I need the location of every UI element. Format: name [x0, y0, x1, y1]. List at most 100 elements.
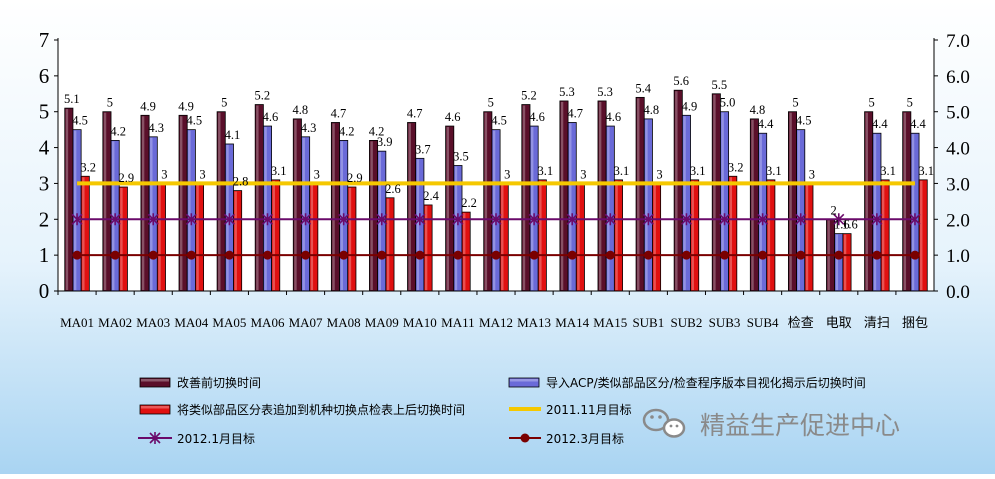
bar-highlight: [865, 112, 868, 290]
data-label-2-1: 2.9: [119, 171, 135, 185]
legend-marker-target-1: [149, 432, 161, 444]
bar-2-16: [690, 179, 700, 292]
data-label-1-2: 4.3: [148, 121, 164, 135]
bar-0-2: [140, 114, 150, 292]
bar-2-1: [118, 186, 128, 292]
target-marker-2-14: [605, 250, 615, 260]
bar-2-20: [842, 233, 852, 292]
bar-highlight: [424, 205, 428, 290]
target-marker-2-19: [796, 250, 806, 260]
data-label-0-6: 4.8: [293, 103, 309, 117]
data-label-2-10: 2.2: [461, 196, 477, 210]
data-label-2-4: 2.8: [233, 175, 249, 189]
legend-marker-target-2: [520, 433, 530, 443]
bar-highlight: [370, 141, 373, 290]
data-label-0-12: 5.2: [521, 89, 537, 103]
legend-label-series-2: 将类似部品区分表追加到机种切换点检表上后切换时间: [177, 402, 465, 417]
bar-0-5: [254, 104, 264, 292]
bar-1-17: [720, 111, 730, 292]
bar-highlight: [797, 130, 800, 290]
bar-highlight: [332, 123, 335, 290]
x-tick-label: MA03: [136, 315, 170, 330]
y-tick-label-right: 2.0: [946, 210, 970, 231]
bar-highlight: [234, 191, 237, 290]
bar-highlight: [751, 119, 754, 290]
target-marker-1-18: [757, 213, 769, 226]
bar-highlight: [256, 105, 259, 291]
bar-highlight: [348, 188, 352, 290]
bar-highlight: [539, 180, 542, 290]
data-label-2-22: 3.1: [918, 164, 934, 178]
target-marker-1-15: [642, 213, 654, 226]
data-label-0-22: 5: [907, 96, 913, 110]
data-label-1-18: 4.4: [758, 117, 774, 131]
data-label-1-21: 4.4: [872, 117, 888, 131]
target-marker-2-13: [567, 250, 577, 260]
x-tick-label: MA05: [212, 315, 246, 330]
bar-1-11: [491, 129, 501, 292]
x-tick-label: MA10: [403, 315, 437, 330]
bar-0-0: [64, 107, 74, 292]
data-label-1-15: 4.8: [644, 103, 660, 117]
bar-highlight: [729, 177, 733, 290]
x-tick-label: MA15: [593, 315, 627, 330]
bar-highlight: [112, 141, 115, 290]
target-marker-2-7: [339, 250, 349, 260]
x-tick-label: MA07: [289, 315, 323, 330]
data-label-2-15: 3: [656, 167, 662, 181]
data-label-1-8: 3.9: [377, 135, 393, 149]
bar-highlight: [180, 116, 183, 290]
bar-1-14: [605, 125, 615, 292]
bar-highlight: [675, 91, 678, 290]
bar-highlight: [683, 116, 686, 290]
target-marker-1-8: [376, 213, 388, 226]
bar-1-5: [262, 125, 272, 292]
target-marker-2-1: [110, 250, 120, 260]
bar-2-19: [804, 183, 814, 292]
data-label-0-0: 5.1: [64, 92, 80, 106]
x-tick-label: SUB4: [747, 315, 779, 330]
legend-swatch-0: [139, 377, 171, 388]
bar-highlight: [454, 166, 458, 290]
data-label-1-12: 4.6: [529, 110, 545, 124]
target-marker-2-0: [72, 250, 82, 260]
data-label-0-5: 5.2: [254, 89, 270, 103]
legend-label-target-0: 2011.11月目标: [546, 403, 632, 417]
data-label-1-11: 4.5: [491, 114, 507, 128]
x-tick-label: MA12: [479, 315, 513, 330]
bar-2-7: [347, 186, 357, 292]
target-marker-2-3: [186, 250, 196, 260]
data-label-2-12: 3.1: [537, 164, 553, 178]
data-label-0-7: 4.7: [331, 106, 347, 120]
data-label-0-17: 5.5: [712, 78, 728, 92]
data-label-1-7: 4.2: [339, 124, 355, 138]
bar-0-12: [521, 104, 531, 292]
legend-swatch-2: [139, 404, 171, 415]
y-tick-label-right: 3.0: [946, 174, 970, 195]
data-label-1-1: 4.2: [110, 124, 126, 138]
bar-1-13: [567, 122, 577, 292]
target-marker-1-6: [299, 213, 312, 226]
target-marker-2-17: [720, 250, 730, 260]
bar-highlight: [759, 134, 762, 290]
y-tick-label-right: 7.0: [946, 31, 970, 52]
bar-highlight: [340, 141, 343, 290]
data-label-0-4: 5: [221, 96, 227, 110]
x-tick-label: MA01: [60, 315, 94, 330]
bar-0-7: [330, 122, 340, 292]
data-label-0-11: 5: [488, 96, 494, 110]
y-tick-label-left: 3: [39, 171, 50, 195]
bar-0-11: [483, 111, 493, 292]
bar-0-22: [902, 111, 912, 292]
bar-highlight: [264, 127, 267, 290]
bar-2-15: [652, 183, 662, 292]
data-label-1-20: 1.6: [834, 218, 850, 232]
bar-highlight: [645, 119, 648, 290]
bar-highlight: [103, 112, 107, 290]
bar-highlight: [789, 112, 792, 290]
data-label-0-14: 5.3: [597, 85, 613, 99]
target-marker-2-10: [453, 250, 463, 260]
data-label-2-14: 3.1: [614, 164, 630, 178]
target-marker-2-9: [415, 250, 425, 260]
